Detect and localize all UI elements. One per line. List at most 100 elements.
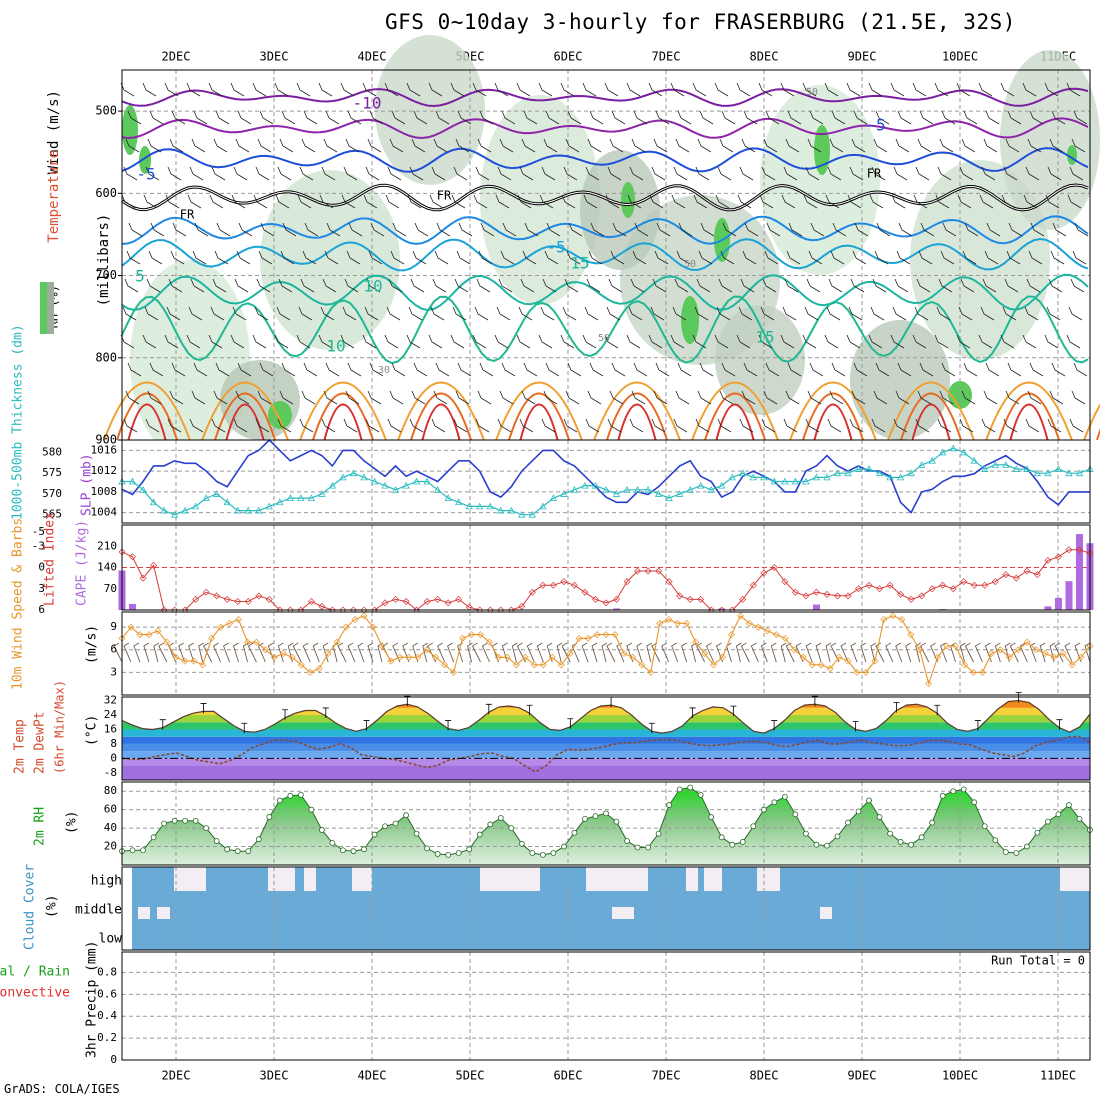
date-label-bottom: 4DEC — [358, 1069, 387, 1083]
wind-speed-point — [217, 623, 225, 631]
slp-line — [121, 438, 1090, 514]
surface-wind-barb — [750, 642, 759, 663]
wind-barb — [171, 362, 186, 377]
wind-barb — [318, 334, 333, 349]
minmax-marker — [241, 722, 248, 734]
wind-barb — [610, 250, 625, 265]
wind-speed-point — [530, 661, 538, 669]
isotherm-5 — [121, 237, 1089, 272]
rh-high-area — [814, 125, 830, 175]
cloud-gap-middle — [612, 907, 634, 919]
wind-barb — [612, 222, 627, 237]
wind-barb — [208, 82, 223, 97]
wind-barb — [934, 334, 949, 349]
rh-point — [182, 817, 189, 824]
thickness-point — [181, 506, 189, 514]
wind-barb — [545, 110, 560, 125]
cape-bar — [812, 604, 820, 610]
lifted-index-point — [855, 585, 863, 593]
wind-barb — [414, 222, 429, 237]
wind-barb — [301, 390, 316, 405]
surface-wind-barb — [735, 642, 742, 663]
wind-speed-point — [1032, 646, 1040, 654]
wind-barb — [413, 362, 428, 377]
wind-barb — [832, 222, 847, 237]
warm-isotherm-cell — [691, 381, 779, 441]
wind-barb — [145, 418, 160, 433]
rh-point — [739, 839, 746, 845]
wind-barb — [326, 222, 341, 237]
wind-barb — [1029, 362, 1044, 377]
wind-barb — [870, 306, 885, 321]
li-frame — [121, 524, 1091, 611]
wind-barb — [895, 390, 910, 405]
wind-barb — [384, 82, 399, 97]
surface-wind-barb — [606, 642, 616, 663]
rh-point — [466, 846, 473, 853]
wind-barb — [455, 138, 470, 153]
lifted-index-point — [1023, 567, 1031, 575]
wind-barb — [433, 390, 448, 405]
rh-legend-swatch-gray — [47, 282, 54, 334]
li-tick-label: 0 — [38, 561, 45, 574]
surface-wind-barb — [850, 642, 858, 663]
wind-speed-point — [781, 634, 789, 642]
lifted-index-point — [423, 598, 431, 605]
cape-bar — [613, 608, 621, 610]
wind-speed-point — [396, 653, 404, 661]
wind-speed-point — [208, 634, 216, 642]
wind-barb — [744, 222, 759, 237]
wind-barb — [411, 138, 426, 153]
thickness-point — [1065, 469, 1073, 477]
wind-barb — [478, 250, 493, 265]
wind-barb — [609, 390, 624, 405]
slp-tick-label: 1004 — [91, 506, 118, 519]
wind-barb — [761, 166, 776, 181]
wind-barb — [983, 390, 998, 405]
lifted-index-point — [318, 602, 326, 610]
warm-isotherm-cell — [421, 403, 461, 441]
wind-barb — [1007, 362, 1022, 377]
wind-barb — [345, 138, 360, 153]
surface-wind-barb — [661, 642, 670, 663]
wind-speed-point — [342, 623, 350, 631]
wind-barb — [742, 250, 757, 265]
wind-barb — [607, 418, 622, 433]
wind-barb — [980, 306, 995, 321]
pressure-tick-label: 800 — [95, 350, 117, 364]
wind-barb — [736, 334, 751, 349]
wind-barb — [148, 250, 163, 265]
thickness-point — [907, 469, 915, 477]
date-label-bottom: 10DEC — [942, 1069, 978, 1083]
wind-barb — [169, 390, 184, 405]
wind-barb — [474, 306, 489, 321]
cape-bar — [129, 603, 137, 610]
wind-barb — [410, 278, 425, 293]
wind-speed-point — [351, 616, 359, 624]
wind-barb — [499, 138, 514, 153]
wind-barb — [497, 166, 512, 181]
wind-barb — [828, 278, 843, 293]
wind-barb — [674, 278, 689, 293]
precip-tick-label: 0.4 — [97, 1009, 117, 1022]
surface-wind-barb — [153, 642, 160, 663]
wind-barb — [479, 362, 494, 377]
cape-bar — [1065, 581, 1073, 610]
lifted-index-point — [581, 588, 589, 596]
thickness-point — [749, 473, 757, 481]
wind-barb — [583, 194, 598, 209]
rh-point — [403, 812, 409, 819]
wind-barb — [186, 82, 201, 97]
rh-point — [960, 786, 967, 793]
wind-barb — [568, 222, 583, 237]
wind-speed-point — [333, 638, 341, 646]
rh-point — [750, 823, 757, 830]
wind-barb — [1071, 138, 1086, 153]
wind-speed-point — [288, 653, 296, 661]
rh-point — [340, 847, 346, 854]
rh-shading — [760, 85, 880, 275]
wind-barb — [739, 166, 754, 181]
thickness-point — [391, 485, 400, 493]
wind-barb — [718, 278, 733, 293]
wind-barb — [1000, 334, 1015, 349]
